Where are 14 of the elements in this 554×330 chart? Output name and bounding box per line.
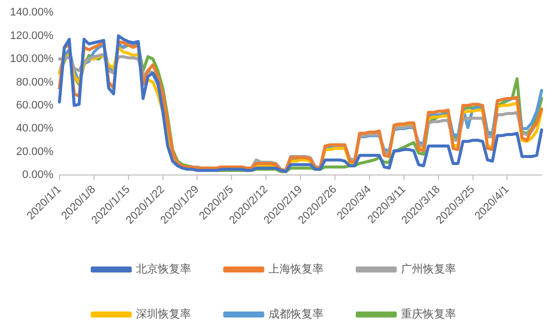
legend-label: 北京恢复率 <box>136 262 191 276</box>
y-tick-label: 40.00% <box>16 122 54 135</box>
legend-label: 重庆恢复率 <box>400 307 456 320</box>
y-tick-label: 0.00% <box>22 169 54 182</box>
y-tick-label: 100.00% <box>10 53 54 66</box>
legend-label: 成都恢复率 <box>268 307 324 320</box>
legend-label: 广州恢复率 <box>400 262 456 276</box>
y-tick-label: 140.00% <box>10 6 54 19</box>
y-tick-label: 20.00% <box>16 146 54 158</box>
legend-label: 深圳恢复率 <box>136 307 191 320</box>
legend-label: 上海恢复率 <box>268 262 324 276</box>
y-tick-label: 60.00% <box>16 99 54 112</box>
y-tick-label: 80.00% <box>16 76 54 88</box>
y-tick-label: 120.00% <box>10 30 54 42</box>
